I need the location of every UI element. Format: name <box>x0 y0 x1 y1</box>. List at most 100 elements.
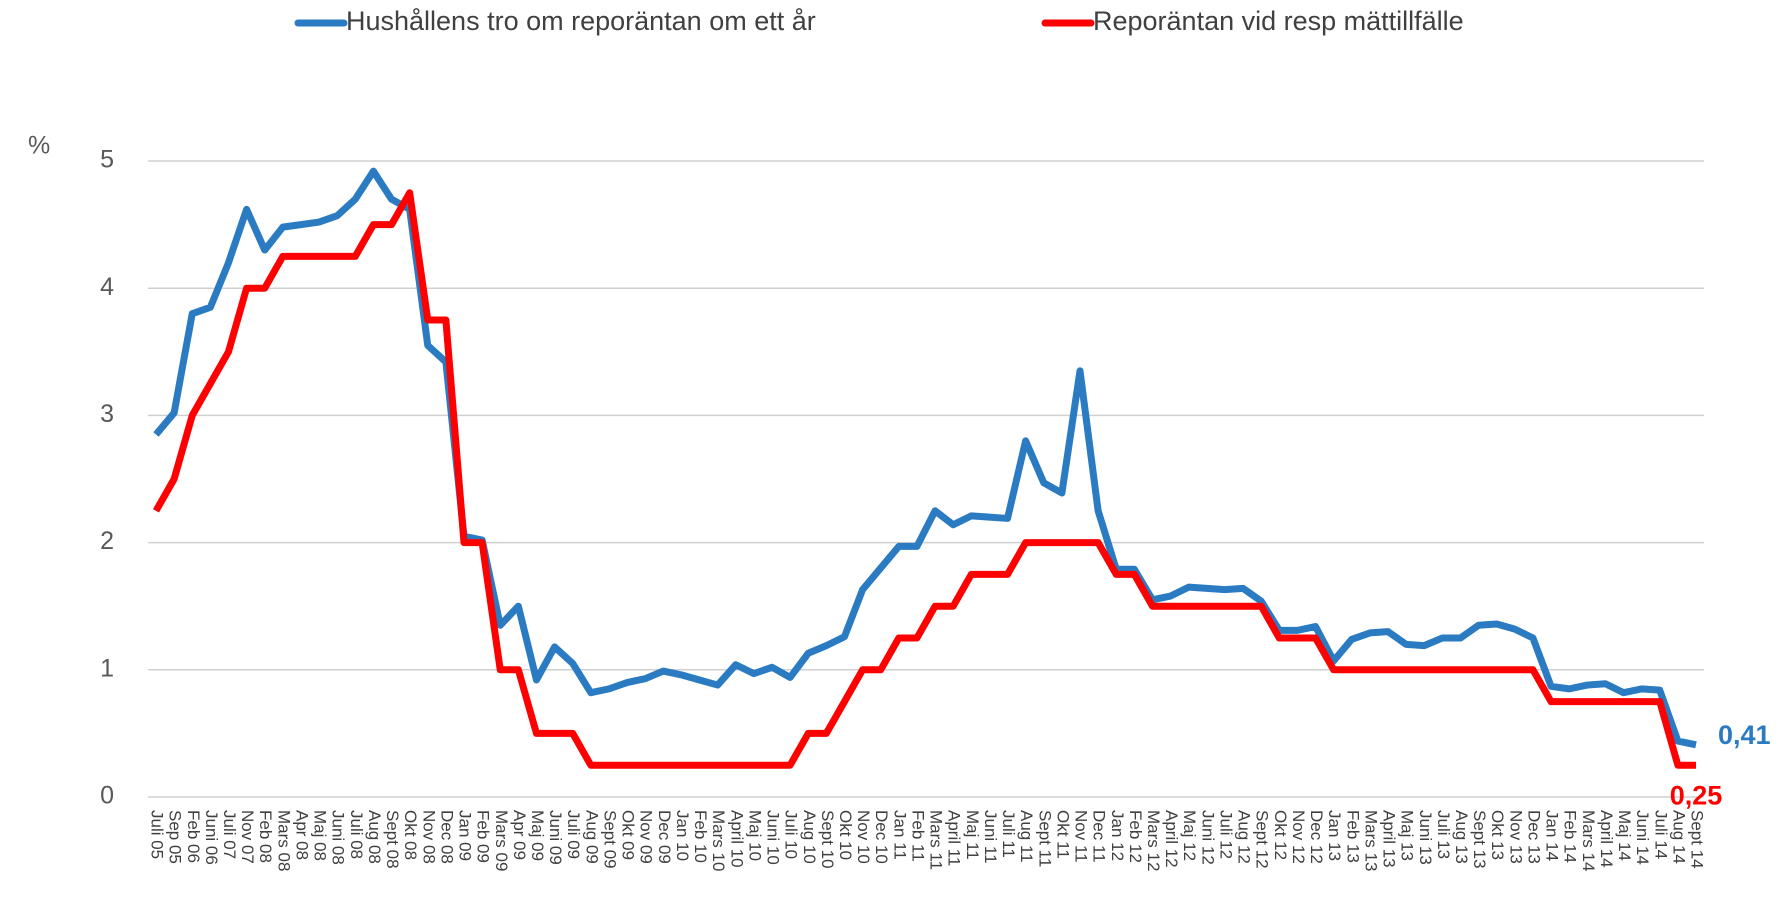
x-tick-label: Apr 09 <box>510 810 529 860</box>
y-axis-label: % <box>28 132 50 160</box>
x-tick-label: April 13 <box>1380 810 1399 868</box>
x-tick-label: Sept 08 <box>383 810 402 869</box>
x-tick-label: Feb 10 <box>691 810 710 863</box>
x-tick-label: Okt 10 <box>836 810 855 860</box>
x-tick-label: Juni 11 <box>981 810 1000 864</box>
x-tick-label: Feb 08 <box>256 810 275 863</box>
x-tick-label: Nov 12 <box>1289 810 1308 864</box>
x-tick-label: Sept 09 <box>600 810 619 869</box>
x-tick-label: Dec 09 <box>655 810 674 864</box>
x-tick-label: Sept 11 <box>1035 810 1054 867</box>
x-tick-label: Dec 10 <box>872 810 891 864</box>
x-tick-label: Dec 13 <box>1524 810 1543 864</box>
x-tick-label: Juli 05 <box>148 810 167 859</box>
x-tick-label: Juli 08 <box>347 810 366 859</box>
x-tick-label: Juli 09 <box>564 810 583 859</box>
x-tick-label: Jan 14 <box>1543 810 1562 861</box>
x-tick-label: April 12 <box>1162 810 1181 868</box>
x-tick-label: Sept 10 <box>818 810 837 869</box>
x-tick-label: Juli 10 <box>782 810 801 859</box>
x-tick-label: Aug 08 <box>365 810 384 864</box>
x-tick-label: Dec 12 <box>1307 810 1326 864</box>
x-tick-label: Feb 12 <box>1126 810 1145 863</box>
y-tick-label: 1 <box>100 654 114 682</box>
x-tick-label: Okt 13 <box>1488 810 1507 860</box>
x-tick-label: Juli 11 <box>999 810 1018 858</box>
x-tick-label: Juni 13 <box>1416 810 1435 865</box>
series-line <box>152 189 1696 769</box>
legend-label: Reporäntan vid resp mättillfälle <box>1093 6 1464 36</box>
x-tick-label: Maj 12 <box>1180 810 1199 861</box>
x-tick-label: Mars 11 <box>927 810 946 870</box>
x-tick-label: Feb 14 <box>1561 810 1580 863</box>
x-tick-label: April 14 <box>1597 810 1616 868</box>
x-tick-label: Okt 08 <box>401 810 420 860</box>
x-tick-label: Aug 12 <box>1235 810 1254 864</box>
x-tick-label: Nov 13 <box>1506 810 1525 864</box>
x-tick-label: Mars 12 <box>1144 810 1163 871</box>
series-line <box>153 167 1697 749</box>
x-tick-label: Nov 07 <box>238 810 257 864</box>
y-tick-label: 2 <box>100 527 114 555</box>
x-tick-label: Sept 14 <box>1688 810 1707 869</box>
x-tick-label: Nov 10 <box>854 810 873 864</box>
x-tick-label: Feb 06 <box>184 810 203 863</box>
y-tick-label: 0 <box>100 782 114 810</box>
x-tick-label: Jan 11 <box>890 810 909 860</box>
x-tick-label: Maj 10 <box>745 810 764 861</box>
x-tick-label: Mars 09 <box>492 810 511 871</box>
x-tick-label: Juni 10 <box>764 810 783 865</box>
x-tick-label: Juni 14 <box>1633 810 1652 865</box>
x-tick-label: Feb 13 <box>1343 810 1362 863</box>
x-tick-label: Okt 11 <box>1053 810 1072 859</box>
x-tick-label: Juni 06 <box>202 810 221 865</box>
x-tick-label: Juli 07 <box>220 810 239 859</box>
data-label: 0,41 <box>1718 720 1771 750</box>
x-tick-label: Mars 10 <box>709 810 728 871</box>
x-tick-label: Feb 09 <box>474 810 493 863</box>
x-tick-label: Feb 11 <box>908 810 927 862</box>
x-tick-label: Aug 14 <box>1669 810 1688 864</box>
x-tick-label: Jan 13 <box>1325 810 1344 861</box>
x-tick-label: Jan 09 <box>456 810 475 861</box>
data-label: 0,25 <box>1670 780 1723 810</box>
x-tick-label: Maj 08 <box>311 810 330 861</box>
x-tick-label: Juni 09 <box>546 810 565 865</box>
legend-label: Hushållens tro om reporäntan om ett år <box>346 6 816 36</box>
x-tick-label: Aug 13 <box>1452 810 1471 864</box>
x-tick-label: Aug 11 <box>1017 810 1036 863</box>
x-tick-label: Maj 13 <box>1398 810 1417 861</box>
x-tick-label: Mars 08 <box>274 810 293 871</box>
x-tick-label: Okt 12 <box>1271 810 1290 860</box>
x-tick-label: Maj 09 <box>528 810 547 861</box>
y-tick-label: 4 <box>100 273 114 301</box>
x-tick-label: Nov 08 <box>419 810 438 864</box>
x-tick-label: Sep 05 <box>166 810 185 864</box>
x-tick-label: Dec 11 <box>1090 810 1109 863</box>
x-tick-label: Dec 08 <box>437 810 456 864</box>
x-tick-label: April 11 <box>945 810 964 866</box>
x-tick-label: Aug 09 <box>582 810 601 864</box>
x-tick-label: Nov 09 <box>637 810 656 864</box>
x-tick-label: Sept 12 <box>1253 810 1272 869</box>
x-tick-label: Mars 14 <box>1579 810 1598 871</box>
x-tick-label: Jan 10 <box>673 810 692 861</box>
x-tick-label: Apr 08 <box>292 810 311 860</box>
x-tick-label: Sept 13 <box>1470 810 1489 869</box>
x-tick-label: April 10 <box>727 810 746 868</box>
x-tick-label: Okt 09 <box>619 810 638 860</box>
x-tick-label: Juli 14 <box>1651 810 1670 859</box>
x-tick-label: Jan 12 <box>1108 810 1127 861</box>
x-tick-label: Juni 12 <box>1198 810 1217 865</box>
y-tick-label: 3 <box>100 400 114 428</box>
x-tick-label: Nov 11 <box>1072 810 1091 863</box>
y-tick-label: 5 <box>100 146 114 174</box>
x-tick-label: Aug 10 <box>800 810 819 864</box>
x-tick-label: Juli 12 <box>1216 810 1235 859</box>
x-tick-label: Mars 13 <box>1361 810 1380 871</box>
x-tick-label: Maj 11 <box>963 810 982 860</box>
x-tick-label: Juli 13 <box>1434 810 1453 859</box>
x-tick-label: Juni 08 <box>329 810 348 865</box>
x-tick-label: Maj 14 <box>1615 810 1634 861</box>
